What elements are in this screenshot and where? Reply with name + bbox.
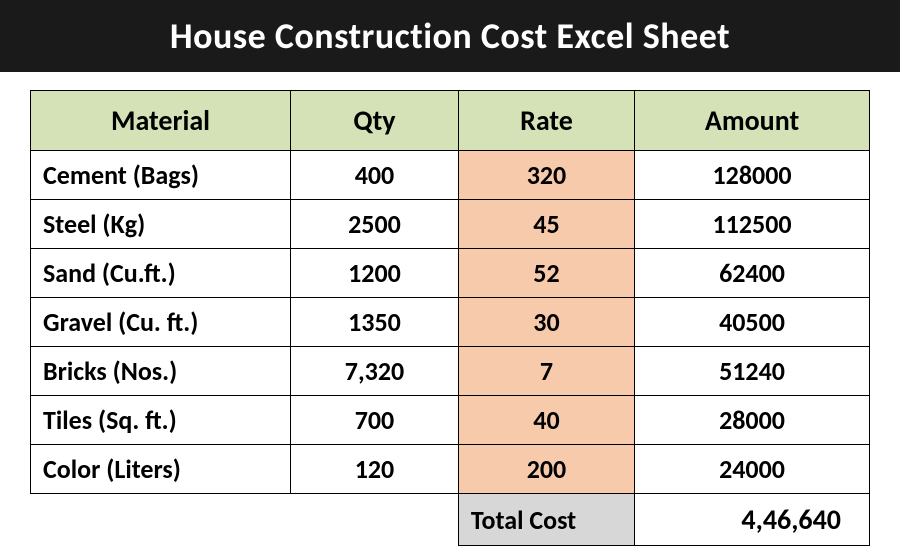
cell-rate: 7 [458,347,634,396]
cell-amount: 40500 [635,298,870,347]
sheet-container: House Construction Cost Excel Sheet Mate… [0,0,900,546]
total-blank [31,494,459,546]
cell-material: Steel (Kg) [31,200,291,249]
page-title: House Construction Cost Excel Sheet [0,0,900,72]
cell-amount: 62400 [635,249,870,298]
cell-qty: 7,320 [291,347,459,396]
cell-amount: 128000 [635,151,870,200]
cell-rate: 30 [458,298,634,347]
cell-material: Tiles (Sq. ft.) [31,396,291,445]
cell-qty: 1350 [291,298,459,347]
cell-qty: 1200 [291,249,459,298]
table-total-row: Total Cost 4,46,640 [31,494,870,546]
cell-rate: 200 [458,445,634,494]
table-row: Cement (Bags) 400 320 128000 [31,151,870,200]
cell-material: Bricks (Nos.) [31,347,291,396]
cell-qty: 2500 [291,200,459,249]
total-cost-value: 4,46,640 [635,494,870,546]
cell-material: Gravel (Cu. ft.) [31,298,291,347]
table-row: Color (Liters) 120 200 24000 [31,445,870,494]
table-header-row: Material Qty Rate Amount [31,91,870,151]
table-row: Steel (Kg) 2500 45 112500 [31,200,870,249]
table-row: Tiles (Sq. ft.) 700 40 28000 [31,396,870,445]
cell-qty: 120 [291,445,459,494]
total-cost-label: Total Cost [458,494,634,546]
cell-rate: 40 [458,396,634,445]
col-header-material: Material [31,91,291,151]
cell-qty: 700 [291,396,459,445]
col-header-amount: Amount [635,91,870,151]
cell-amount: 28000 [635,396,870,445]
cell-material: Cement (Bags) [31,151,291,200]
cell-material: Color (Liters) [31,445,291,494]
col-header-rate: Rate [458,91,634,151]
cell-rate: 52 [458,249,634,298]
table-wrap: Material Qty Rate Amount Cement (Bags) 4… [0,72,900,546]
cell-material: Sand (Cu.ft.) [31,249,291,298]
cell-qty: 400 [291,151,459,200]
cell-amount: 51240 [635,347,870,396]
cell-amount: 112500 [635,200,870,249]
cell-rate: 45 [458,200,634,249]
cell-rate: 320 [458,151,634,200]
col-header-qty: Qty [291,91,459,151]
table-row: Sand (Cu.ft.) 1200 52 62400 [31,249,870,298]
table-row: Bricks (Nos.) 7,320 7 51240 [31,347,870,396]
table-row: Gravel (Cu. ft.) 1350 30 40500 [31,298,870,347]
cost-table: Material Qty Rate Amount Cement (Bags) 4… [30,90,870,546]
cell-amount: 24000 [635,445,870,494]
